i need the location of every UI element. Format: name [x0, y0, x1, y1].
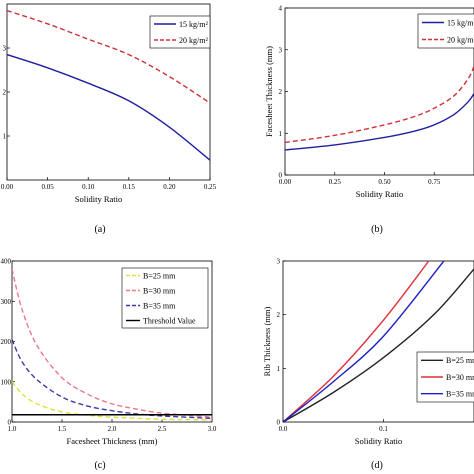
x-tick-label-a-0: 0.00	[1, 183, 14, 191]
series-line-c-2	[12, 339, 212, 420]
x-tick-label-d-1: 0.1	[379, 425, 388, 433]
series-line-a-0	[7, 53, 210, 161]
x-tick-label-d-0: 0.0	[279, 425, 288, 433]
x-tick-label-a-2: 0.10	[82, 183, 95, 191]
chart-panel-c: 1.0 1.5 2.0 2.5 3.0 0 100 200 300 400 Facesheet Th…	[1, 258, 217, 447]
x-tick-label-c-4: 3.0	[208, 425, 217, 433]
series-line-b-0	[285, 93, 474, 151]
y-tick-label-d-0: 0	[277, 419, 281, 427]
legend-label-c-0: B=25 mm	[143, 271, 176, 280]
panel-label-a: (a)	[94, 224, 105, 235]
series-line-b-1	[285, 66, 474, 144]
y-tick-label-c-0: 0	[8, 419, 12, 427]
plot-frame-d	[282, 260, 474, 423]
legend-box-a	[149, 15, 211, 49]
x-tick-label-a-4: 0.20	[163, 183, 176, 191]
y-tick-label-b-1: 1	[279, 130, 283, 138]
series-line-c-0	[12, 381, 212, 421]
series-line-d-1	[283, 261, 430, 422]
y-axis-label-d: Rib Thickness (mm)	[262, 306, 272, 376]
panel-label-d: (d)	[371, 460, 383, 471]
x-axis-label-d: Solidity Ratio	[355, 436, 402, 446]
legend-label-c-2: B=35 mm	[143, 301, 176, 310]
chart-panel-d: 0.0 0.1 0 1 2 3 Solidity Ratio Rib Thickness (m…	[262, 258, 474, 446]
series-line-d-2	[283, 261, 445, 422]
y-tick-label-b-4: 4	[279, 5, 283, 13]
legend-label-b-1: 20 kg/m²	[447, 35, 474, 44]
chart-panel-b: 0.00 0.25 0.50 0.75 0 1 2 3 4 Solidity Ratio Faces…	[264, 5, 474, 199]
y-tick-label-c-1: 100	[1, 378, 12, 386]
y-tick-label-a-1: 2	[3, 89, 7, 97]
y-tick-label-d-3: 3	[277, 258, 281, 266]
x-tick-label-b-0: 0.00	[279, 178, 292, 186]
series-line-a-1	[7, 9, 210, 104]
y-tick-label-a-0: 1	[3, 133, 7, 141]
y-tick-label-b-0: 0	[279, 172, 283, 180]
x-axis-label-c: Facesheet Thickness (mm)	[67, 436, 158, 446]
panel-label-c: (c)	[94, 460, 105, 471]
legend-label-d-2: B=35 mm	[446, 389, 474, 398]
series-line-d-0	[283, 268, 474, 422]
y-tick-label-c-3: 300	[1, 298, 12, 306]
y-tick-label-d-1: 1	[277, 365, 281, 373]
y-tick-label-b-3: 3	[279, 46, 283, 54]
x-tick-label-b-2: 0.50	[378, 178, 391, 186]
y-tick-label-d-2: 2	[277, 311, 281, 319]
legend-label-c-3: Threshold Value	[143, 316, 196, 325]
x-tick-label-c-3: 2.5	[158, 425, 167, 433]
x-tick-label-c-2: 2.0	[108, 425, 117, 433]
x-axis-label-a: Solidity Ratio	[75, 194, 122, 204]
legend-box-c	[121, 267, 209, 329]
legend-label-a-0: 15 kg/m²	[179, 20, 208, 29]
legend-label-d-0: B=25 mm	[446, 356, 474, 365]
x-tick-label-b-1: 0.25	[329, 178, 342, 186]
y-tick-label-c-4: 400	[1, 258, 12, 266]
legend-box-b	[417, 13, 474, 49]
x-tick-label-a-5: 0.25	[204, 183, 217, 191]
x-axis-label-b: Solidity Ratio	[356, 189, 403, 199]
legend-label-a-1: 20 kg/m²	[179, 36, 208, 45]
panel-label-b: (b)	[371, 224, 383, 235]
y-tick-label-c-2: 200	[1, 338, 12, 346]
y-tick-label-a-2: 3	[3, 45, 7, 53]
legend-label-d-1: B=30 mm	[446, 373, 474, 382]
x-tick-label-c-1: 1.5	[58, 425, 67, 433]
x-tick-label-a-3: 0.15	[123, 183, 136, 191]
y-axis-label-b: Facesheet Thickness (mm)	[264, 46, 274, 137]
x-tick-label-c-0: 1.0	[8, 425, 17, 433]
legend-label-c-1: B=30 mm	[143, 286, 176, 295]
legend-label-b-0: 15 kg/m²	[447, 18, 474, 27]
x-tick-label-a-1: 0.05	[41, 183, 54, 191]
series-line-c-1	[12, 268, 212, 418]
chart-panel-a: 0.00 0.05 0.10 0.15 0.20 0.25 1 2 3 Solidity Rati…	[1, 3, 217, 204]
y-tick-label-b-2: 2	[279, 88, 283, 96]
x-tick-label-b-3: 0.75	[428, 178, 441, 186]
